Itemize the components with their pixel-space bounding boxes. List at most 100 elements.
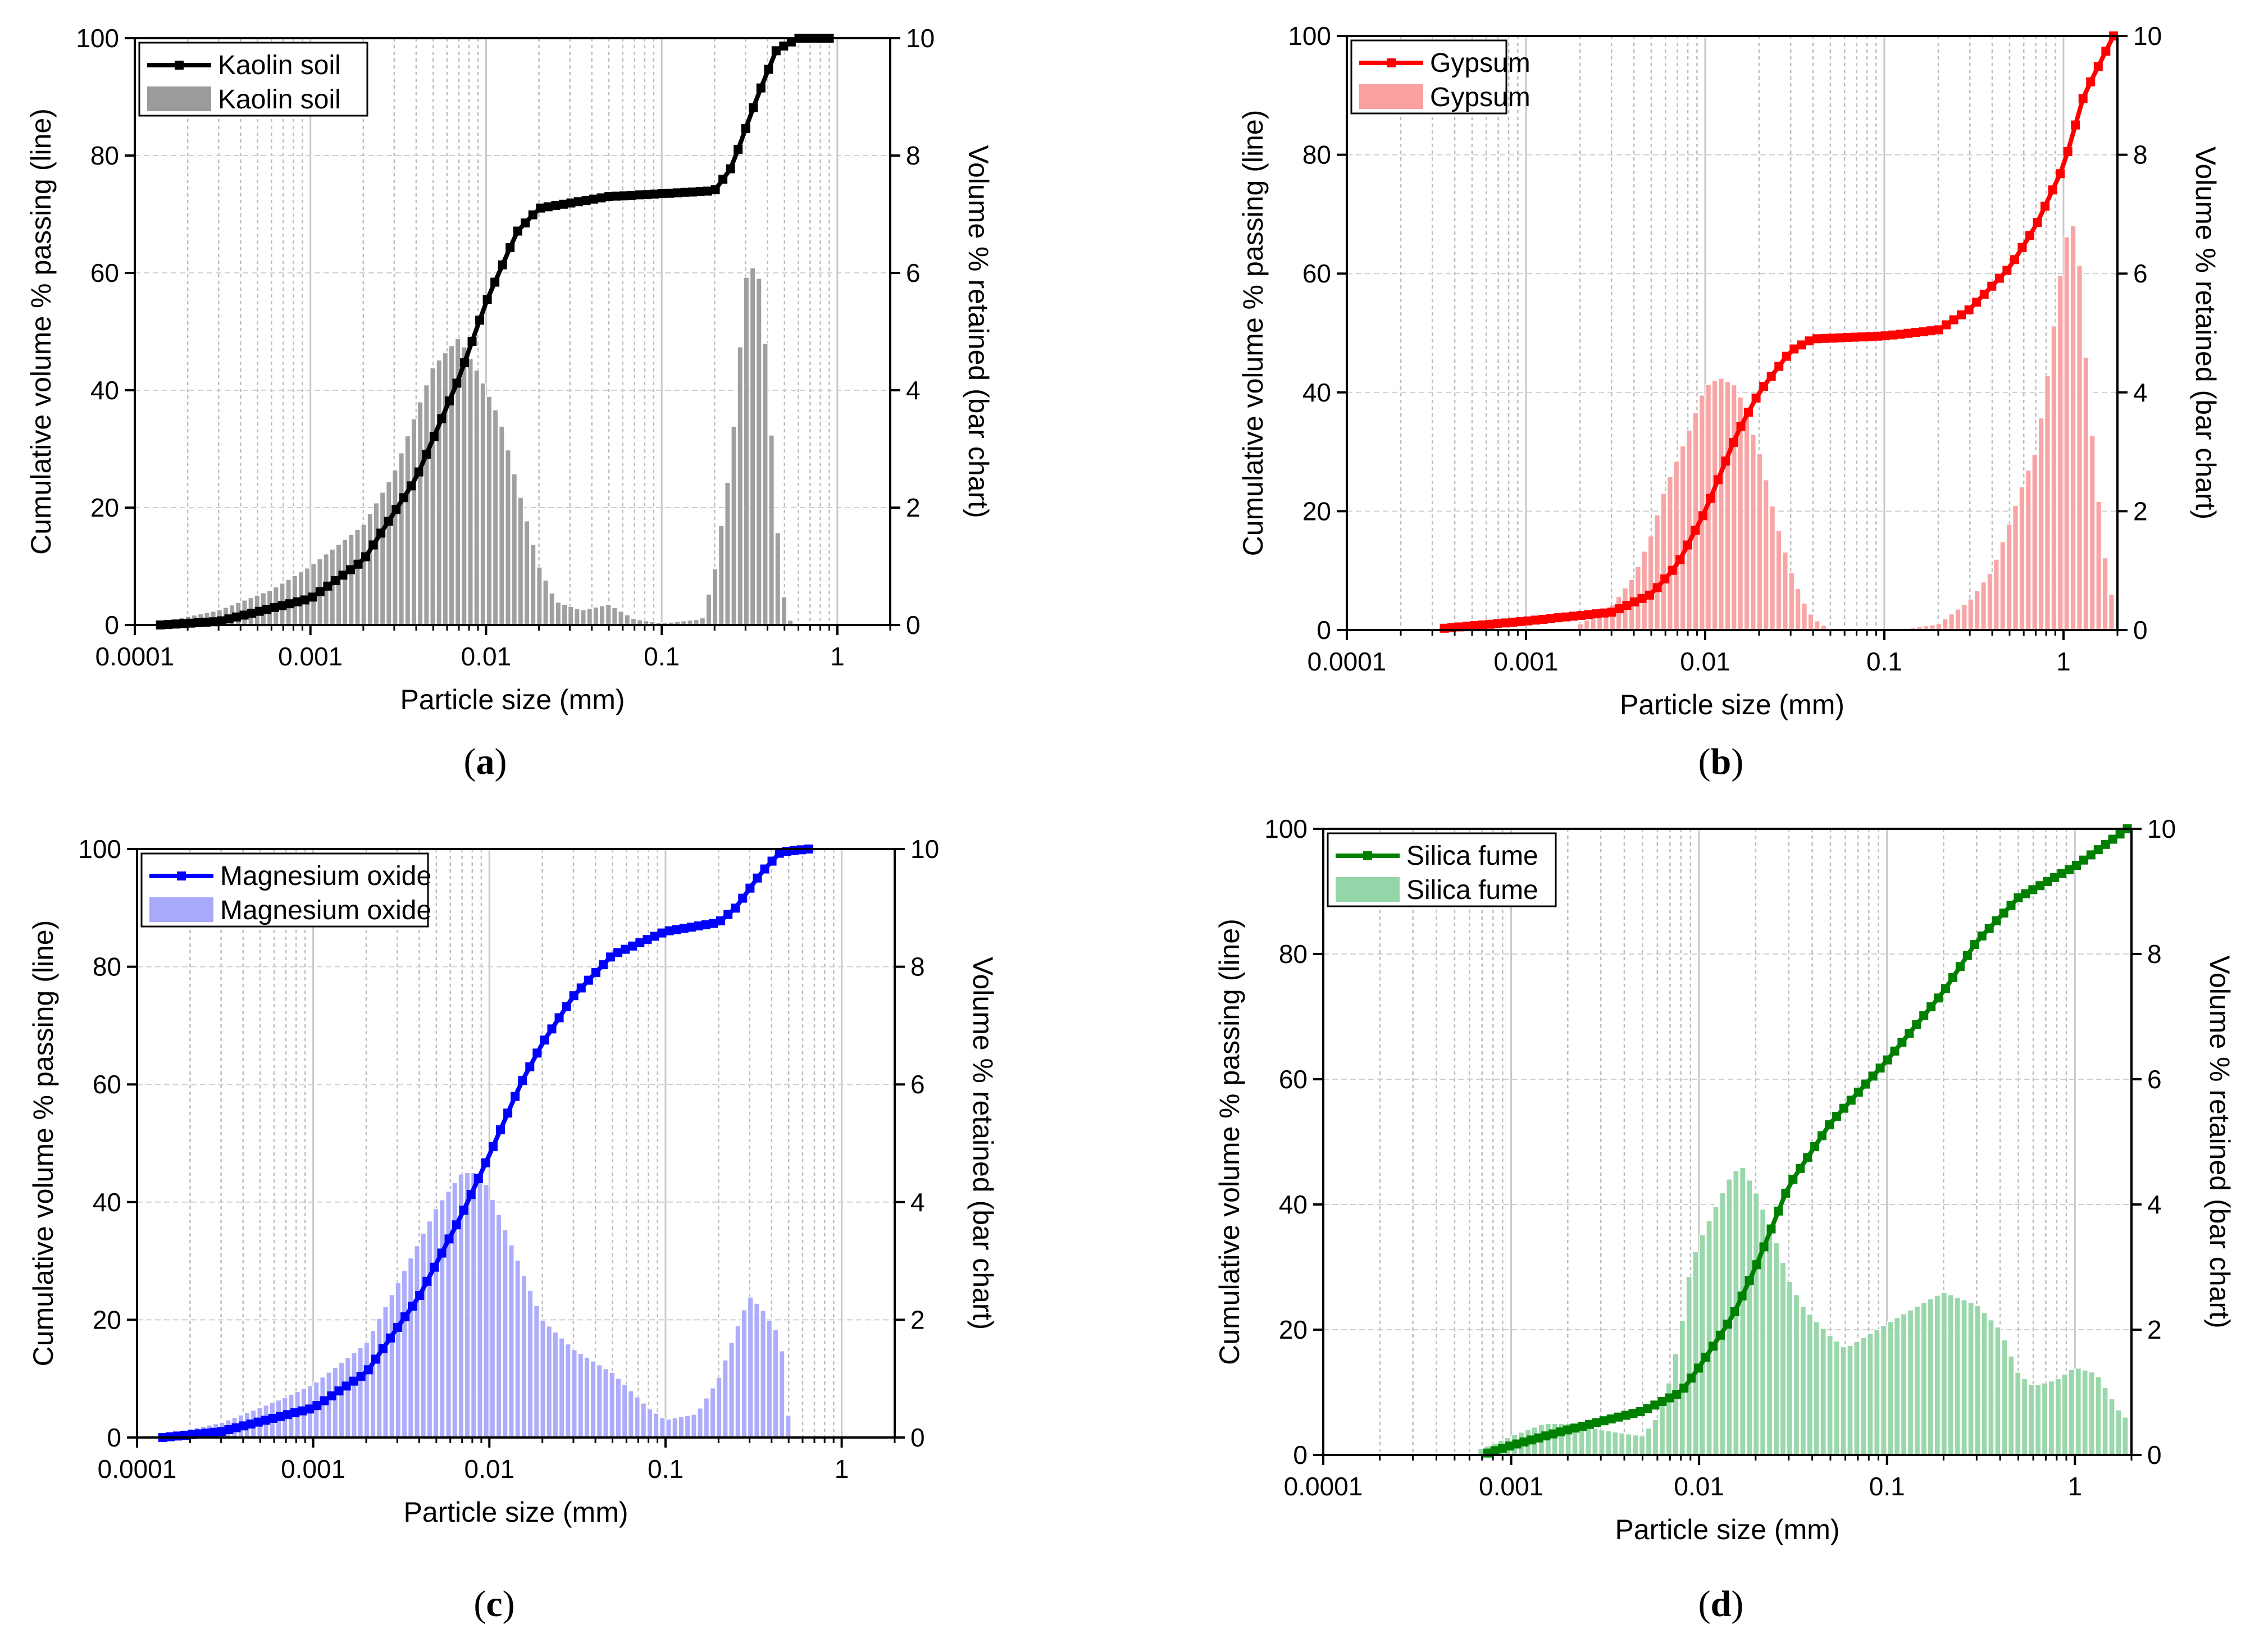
panel-b-bar	[2019, 486, 2025, 631]
panel-c-line-point	[679, 924, 689, 933]
panel-d-line-point	[2035, 881, 2045, 891]
panel-d-bar	[1907, 1309, 1914, 1455]
panel-b-line-point	[1592, 609, 1601, 619]
panel-c-bar	[754, 1303, 760, 1438]
panel-d-line-point	[1774, 1206, 1783, 1216]
panel-c-legend-marker-swatch	[177, 871, 186, 880]
panel-a-bar	[725, 482, 731, 626]
panel-c-bar	[766, 1320, 772, 1438]
panel-a-bar	[530, 544, 536, 626]
panel-d-line-point	[2101, 839, 2110, 849]
panel-a-line-markers	[156, 34, 834, 629]
panel-a-line-point	[444, 396, 454, 405]
panel-b-bar	[2089, 435, 2096, 631]
panel-a-bar	[705, 594, 712, 626]
panel-c-bar	[445, 1191, 452, 1438]
panel-c-line-point	[745, 883, 755, 893]
panel-b-line-point	[1964, 305, 1974, 314]
panel-a-line-point	[680, 188, 690, 197]
panel-a-y-right-tick-label: 6	[906, 258, 921, 287]
panel-d-line-point	[2014, 893, 2023, 902]
panel-b-line-point	[1485, 619, 1495, 629]
panel-c-bar	[691, 1414, 697, 1438]
panel-c-bar	[659, 1417, 666, 1438]
panel-d-bar	[1974, 1305, 1981, 1455]
panel-c-bar	[546, 1326, 552, 1438]
panel-c-bar	[420, 1233, 426, 1438]
panel-c-line-point	[239, 1421, 248, 1431]
panel-d-line-point	[1926, 1002, 1936, 1012]
panel-a-line-point	[308, 592, 317, 602]
panel-b-line-point	[1744, 407, 1753, 417]
panel-b-line-point	[1683, 540, 1692, 550]
panel-b-line-point	[1546, 614, 1556, 623]
panel-a-bar	[461, 346, 467, 626]
panel-a-bar	[361, 524, 367, 626]
panel-d-y-left-tick-label: 100	[1264, 814, 1308, 843]
panel-a-line-point	[353, 559, 363, 569]
panel-b-line-point	[1614, 604, 1624, 614]
panel-d-plot-frame	[1322, 828, 2133, 1456]
panel-b-line-point	[1987, 281, 1997, 291]
panel-b-line-point	[1569, 611, 1578, 621]
panel-c-bar	[432, 1208, 439, 1438]
panel-c-line-point	[275, 1412, 285, 1421]
panel-b-bar	[1782, 551, 1788, 631]
panel-c-line-point	[606, 952, 616, 962]
panel-b-y-right-tick-label: 0	[2133, 615, 2148, 645]
panel-c-x-tick-label: 0.001	[281, 1454, 345, 1484]
panel-a-bar	[486, 396, 493, 626]
panel-d-line-point	[1803, 1153, 1812, 1162]
panel-d-bar	[2115, 1409, 2122, 1455]
panel-a-bar	[417, 401, 423, 626]
panel-c-line-point	[298, 1406, 307, 1416]
panel-b-bar	[1769, 505, 1775, 631]
panel-d-line-point	[1818, 1131, 1827, 1140]
panel-c-right-y-axis-label: Volume % retained (bar chart)	[967, 957, 999, 1330]
panel-a-line-point	[771, 46, 781, 56]
panel-d-bar	[1632, 1435, 1639, 1455]
panel-d-line-point	[1534, 1433, 1543, 1443]
panel-d-bar	[1672, 1353, 1679, 1455]
panel-d-bar	[2122, 1417, 2129, 1455]
panel-b-line-point	[1508, 618, 1518, 627]
panel-c-bar	[646, 1408, 653, 1438]
panel-b-line-point	[1728, 437, 1738, 447]
panel-a-x-axis-label: Particle size (mm)	[400, 684, 625, 715]
panel-a-bar	[505, 449, 511, 626]
panel-b-bar	[1730, 385, 1737, 631]
panel-a-line-point	[764, 65, 773, 74]
panel-a-bar	[436, 359, 442, 626]
panel-c-line-point	[591, 968, 600, 977]
panel-b-line-point	[1896, 330, 1905, 339]
panel-c-line-point	[481, 1158, 490, 1167]
panel-a-line-point	[741, 124, 750, 134]
panel-d-bar	[1847, 1345, 1853, 1455]
panel-c-bar	[477, 1172, 483, 1438]
panel-a-line-point	[490, 277, 500, 287]
panel-a-line-point	[756, 83, 766, 93]
panel-b-x-tick-label: 0.001	[1493, 647, 1558, 676]
panel-c-y-left-tick-label: 20	[93, 1305, 121, 1334]
panel-c-line-point	[371, 1354, 380, 1364]
panel-d-line-point	[1730, 1307, 1739, 1316]
panel-d-x-tick-label: 1	[2067, 1472, 2082, 1501]
panel-c-bar	[716, 1377, 722, 1438]
panel-a-line-point	[558, 199, 568, 209]
panel-c-bar	[527, 1290, 534, 1438]
panel-d-bar	[1786, 1281, 1793, 1455]
panel-b-y-right-tick-label: 8	[2133, 140, 2148, 170]
panel-a-line-point	[627, 190, 636, 200]
panel-c-legend-bar-swatch	[149, 897, 213, 922]
panel-d-y-left-tick-label: 20	[1279, 1315, 1308, 1344]
panel-a-y-left-tick-label: 0	[104, 610, 119, 640]
panel-d-bar	[2095, 1376, 2102, 1455]
panel-b-caption-letter: b	[1711, 741, 1732, 782]
panel-a-legend: Kaolin soil Kaolin soil	[138, 42, 368, 117]
panel-a-line-point	[505, 243, 515, 252]
panel-b-line-point	[1599, 608, 1609, 618]
panel-d-line-point	[1650, 1400, 1660, 1410]
panel-d-bar	[1699, 1234, 1706, 1455]
panel-c-bars	[162, 1172, 791, 1438]
